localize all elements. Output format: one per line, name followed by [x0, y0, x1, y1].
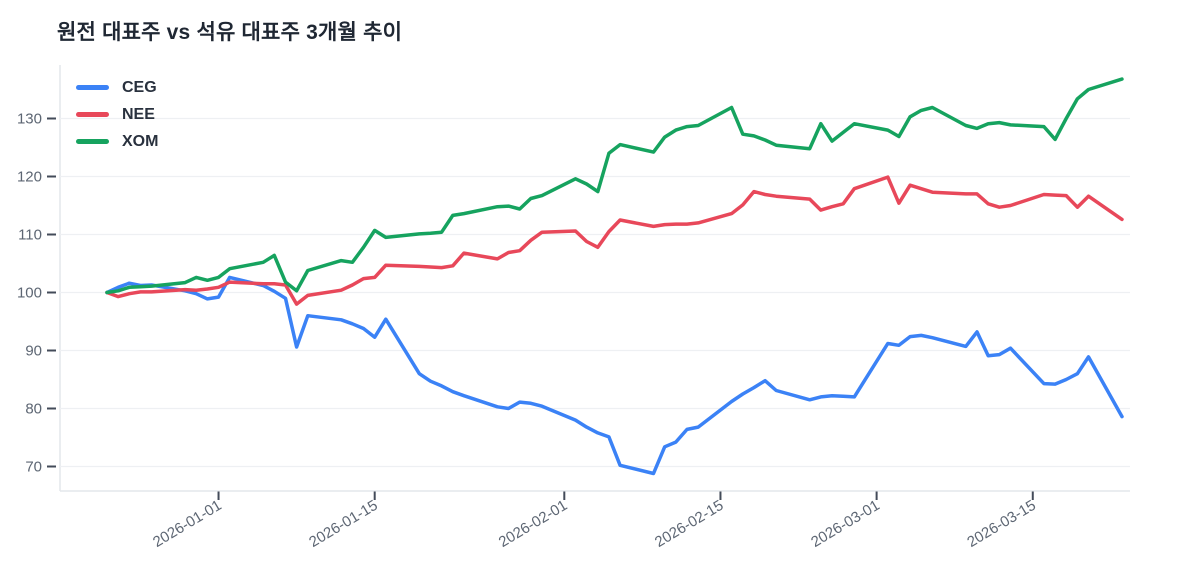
- y-tick-label: 120: [17, 169, 42, 186]
- x-tick-label: 2026-02-15: [652, 497, 727, 551]
- x-tick-label: 2026-01-01: [150, 497, 225, 551]
- y-tick-label: 130: [17, 111, 42, 128]
- chart-title: 원전 대표주 vs 석유 대표주 3개월 추이: [57, 21, 403, 44]
- legend-label-ceg: CEG: [122, 78, 157, 96]
- legend-label-xom: XOM: [122, 132, 159, 150]
- y-tick-label: 100: [17, 285, 42, 302]
- series-line-nee: [105, 175, 1124, 306]
- x-tick-label: 2026-03-15: [964, 497, 1039, 551]
- chart-legend: CEG NEE XOM: [76, 74, 158, 155]
- legend-label-nee: NEE: [122, 105, 155, 123]
- y-tick-label: 70: [25, 459, 42, 476]
- legend-item-ceg[interactable]: CEG: [76, 74, 158, 101]
- legend-item-nee[interactable]: NEE: [76, 101, 158, 128]
- legend-swatch-ceg: [76, 85, 109, 90]
- x-tick-label: 2026-02-01: [496, 497, 571, 551]
- legend-swatch-nee: [76, 112, 109, 117]
- x-tick-label: 2026-03-01: [808, 497, 883, 551]
- legend-item-xom[interactable]: XOM: [76, 128, 158, 155]
- legend-swatch-xom: [76, 139, 109, 144]
- y-tick-label: 90: [25, 343, 42, 360]
- y-tick-label: 80: [25, 401, 42, 418]
- y-tick-label: 110: [18, 227, 42, 244]
- series-line-xom: [105, 77, 1124, 295]
- series-line-ceg: [105, 275, 1124, 476]
- x-tick-label: 2026-01-15: [306, 497, 381, 551]
